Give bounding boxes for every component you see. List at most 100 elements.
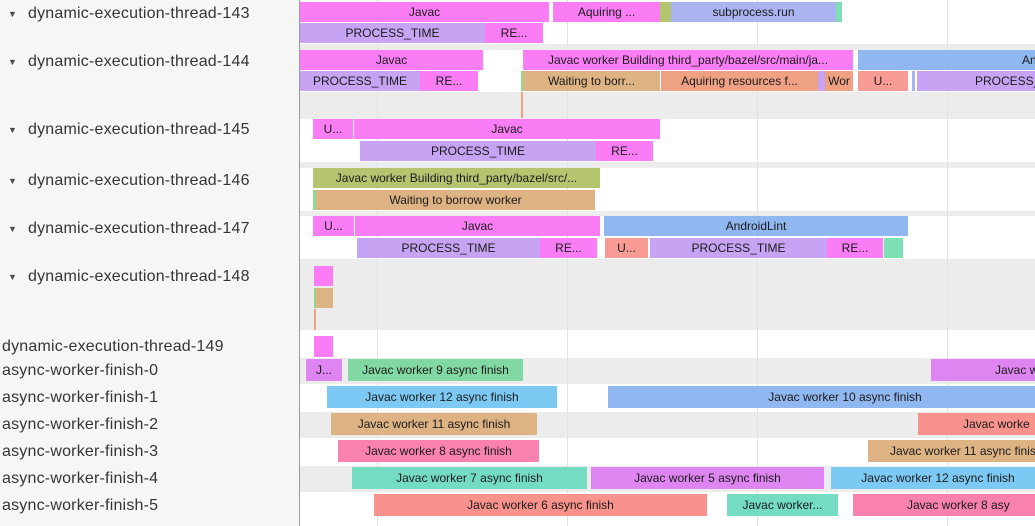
track-row-dynamic-execution-thread-144[interactable]: ▼ dynamic-execution-thread-144 [0,51,300,73]
timeline-slice[interactable] [818,71,825,91]
track-row-async-worker-finish-2[interactable]: async-worker-finish-2 [0,414,302,436]
track-label: async-worker-finish-4 [2,470,159,487]
timeline-slice[interactable]: PROCESS_TIME [300,23,485,43]
timeline-slice[interactable]: Javac worker 12 async finish [831,467,1035,489]
track-row-dynamic-execution-thread-145[interactable]: ▼ dynamic-execution-thread-145 [0,119,300,141]
timeline-slice[interactable]: J... [306,359,342,381]
timeline-canvas[interactable]: Javac Aquiring ... subprocess.run PROCESS_T… [300,0,1035,526]
slice-label: PROCESS_TIME [345,26,440,40]
timeline-slice[interactable] [314,336,333,357]
track-background-strip [300,44,1035,50]
timeline-slice[interactable] [314,309,316,330]
timeline-slice[interactable]: U... [605,238,648,258]
track-background-strip [300,211,1035,216]
timeline-slice[interactable] [660,2,671,22]
timeline-slice[interactable]: U... [858,71,908,91]
track-row-async-worker-finish-4[interactable]: async-worker-finish-4 [0,468,302,490]
slice-label: Javac worker Building third_party/bazel/… [547,53,829,67]
timeline-slice[interactable]: Javac worker 11 async finish [868,440,1035,462]
timeline-slice[interactable] [316,288,333,308]
timeline-slice[interactable]: Javac worke [918,413,1035,435]
track-label: dynamic-execution-thread-146 [28,172,250,189]
timeline-slice[interactable]: RE... [485,23,543,43]
timeline-slice[interactable] [884,238,903,258]
track-row-dynamic-execution-thread-143[interactable]: ▼ dynamic-execution-thread-143 [0,3,300,25]
timeline-slice[interactable] [912,71,915,91]
timeline-slice[interactable]: RE... [540,238,597,258]
track-row-async-worker-finish-0[interactable]: async-worker-finish-0 [0,360,302,382]
timeline-slice[interactable]: Aquiring resources f... [661,71,818,91]
timeline-slice[interactable]: AndroidLint [858,50,1035,70]
timeline-slice[interactable]: PROCESS_TIME [357,238,540,258]
collapse-triangle-icon[interactable]: ▼ [8,9,18,19]
timeline-slice[interactable] [836,2,842,22]
track-row-dynamic-execution-thread-147[interactable]: ▼ dynamic-execution-thread-147 [0,218,300,240]
timeline-slice[interactable]: Javac worker 8 async finish [338,440,539,462]
slice-label: Javac worker 11 async finish [890,444,1035,458]
slice-label: PROCESS_TIME [401,241,496,255]
timeline-slice[interactable] [521,71,523,91]
track-row-async-worker-finish-3[interactable]: async-worker-finish-3 [0,441,302,463]
collapse-triangle-icon[interactable]: ▼ [8,272,18,282]
track-background-strip [300,162,1035,168]
slice-label: Javac worker 12 async finish [861,471,1015,485]
collapse-triangle-icon[interactable]: ▼ [8,125,18,135]
timeline-slice[interactable]: PROCESS_TIME [650,238,827,258]
timeline-slice[interactable]: Javac w [931,359,1035,381]
timeline-slice[interactable]: Javac worker... [727,494,838,516]
slice-label: subprocess.run [712,5,795,19]
timeline-slice[interactable]: U... [313,216,354,236]
slice-label: RE... [500,26,528,40]
timeline-slice[interactable]: Javac [354,119,660,139]
timeline-slice[interactable] [314,288,316,308]
collapse-triangle-icon[interactable]: ▼ [8,176,18,186]
timeline-slice[interactable]: PROCESS_TIME [360,141,596,161]
track-row-async-worker-finish-1[interactable]: async-worker-finish-1 [0,387,302,409]
track-row-dynamic-execution-thread-148[interactable]: ▼ dynamic-execution-thread-148 [0,266,300,288]
timeline-slice[interactable]: PROCESS_TIME [917,71,1035,91]
timeline-slice[interactable]: AndroidLint [604,216,908,236]
track-label: async-worker-finish-3 [2,443,159,460]
slice-label: Javac worker 8 async finish [365,444,512,458]
timeline-slice[interactable] [313,190,316,210]
timeline-slice[interactable]: Javac worker 5 async finish [591,467,824,489]
track-row-dynamic-execution-thread-149[interactable]: dynamic-execution-thread-149 [0,336,302,358]
timeline-slice[interactable]: Javac worker Building third_party/bazel/… [523,50,853,70]
timeline-slice[interactable]: Wor [825,71,853,91]
timeline-slice[interactable] [314,266,333,286]
slice-label: Javac worker 6 async finish [467,498,614,512]
timeline-slice[interactable] [521,92,523,118]
track-label: dynamic-execution-thread-147 [28,220,250,237]
timeline-slice[interactable]: Aquiring ... [553,2,660,22]
collapse-triangle-icon[interactable]: ▼ [8,57,18,67]
timeline-slice[interactable]: Javac worker 8 asy [853,494,1035,516]
timeline-slice[interactable]: Javac [355,216,600,236]
timeline-slice[interactable]: Javac worker 9 async finish [348,359,523,381]
track-label: dynamic-execution-thread-145 [28,121,250,138]
timeline-slice[interactable]: subprocess.run [671,2,836,22]
timeline-slice[interactable]: Javac worker 12 async finish [327,386,557,408]
slice-label: Javac worker Building third_party/bazel/… [335,171,578,185]
timeline-slice[interactable]: Waiting to borr... [523,71,660,91]
track-row-dynamic-execution-thread-146[interactable]: ▼ dynamic-execution-thread-146 [0,170,300,192]
timeline-slice[interactable]: RE... [596,141,653,161]
timeline-slice[interactable]: Javac worker 10 async finish [608,386,1035,408]
slice-label: Javac [375,53,408,67]
slice-label: AndroidLint [1022,53,1035,67]
slice-label: Javac [408,5,441,19]
timeline-slice[interactable]: RE... [827,238,883,258]
timeline-slice[interactable]: Javac [300,50,483,70]
timeline-slice[interactable]: PROCESS_TIME [300,71,420,91]
slice-label: RE... [435,74,463,88]
timeline-slice[interactable]: Javac worker 11 async finish [331,413,537,435]
track-row-async-worker-finish-5[interactable]: async-worker-finish-5 [0,495,302,517]
timeline-slice[interactable]: RE... [420,71,478,91]
timeline-slice[interactable]: U... [313,119,353,139]
timeline-slice[interactable]: Javac worker 6 async finish [374,494,707,516]
timeline-slice[interactable]: Waiting to borrow worker [316,190,595,210]
timeline-slice[interactable]: Javac worker Building third_party/bazel/… [313,168,600,188]
timeline-slice[interactable]: Javac [300,2,549,22]
timeline-slice[interactable]: Javac worker 7 async finish [352,467,587,489]
collapse-triangle-icon[interactable]: ▼ [8,224,18,234]
slice-label: Javac worke [963,417,1030,431]
